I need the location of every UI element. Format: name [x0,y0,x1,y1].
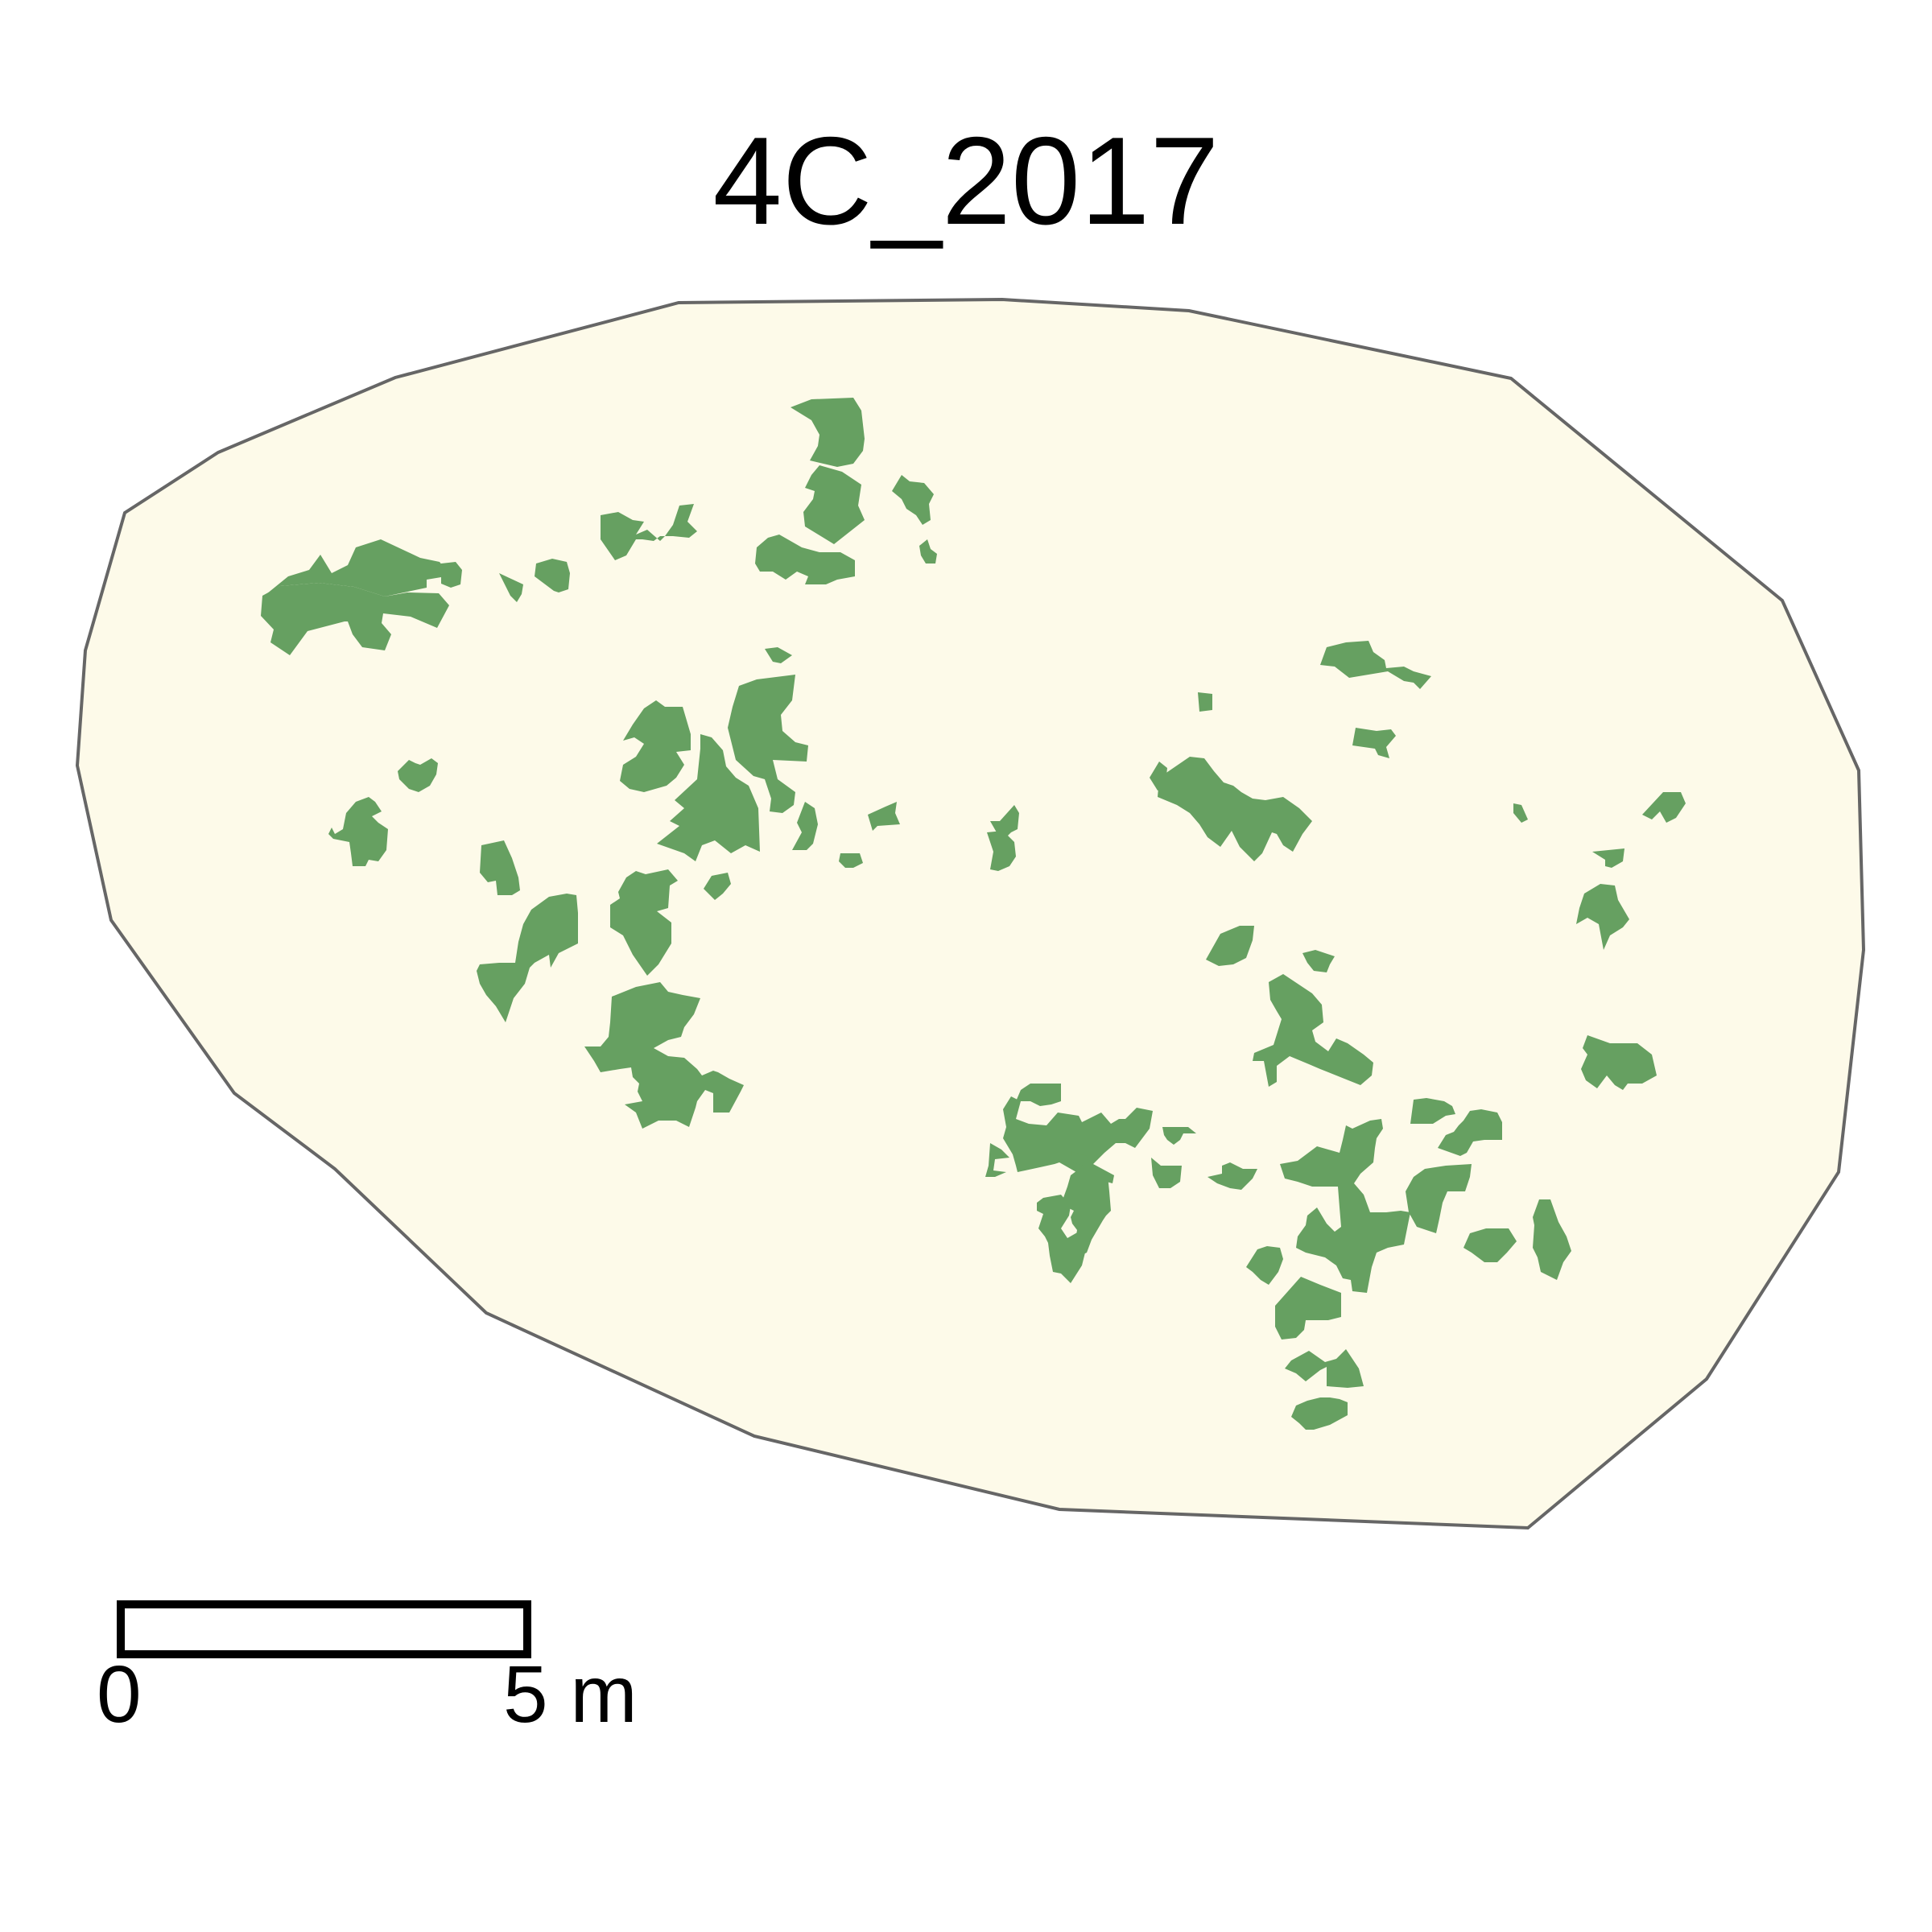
scale-bar-start-label: 0 [97,1649,142,1740]
vegetation-patch [1513,803,1528,823]
vegetation-patch [985,1143,1009,1177]
vegetation-patch [535,559,570,592]
vegetation-patch [1320,641,1431,689]
vegetation-patch [1352,728,1396,758]
vegetation-patch [441,562,462,588]
vegetation-patch [1581,1035,1657,1090]
vegetation-patch [728,675,808,813]
vegetation-patch [1206,926,1254,966]
vegetation-patch [398,758,438,792]
vegetation-patch [1162,1127,1196,1145]
vegetation-patch [499,573,523,602]
vegetation-patch [480,840,520,895]
vegetation-patch [328,797,388,866]
vegetation-patch [1061,1151,1111,1257]
vegetation-patch [1463,1228,1517,1262]
vegetation-patch [262,539,451,597]
vegetation-patch [261,583,449,655]
vegetation-patch [1533,1199,1571,1280]
vegetation-patch [601,504,697,560]
vegetation-patch [1275,1277,1341,1340]
vegetation-patch [610,869,678,976]
vegetation-patch [987,831,1016,871]
vegetation-patch [765,647,792,663]
vegetation-patch [1003,1096,1153,1183]
vegetation-patch [1016,1084,1061,1106]
vegetation-patch [755,535,855,584]
scale-bar [117,1600,531,1658]
vegetation-patch [839,853,863,868]
vegetation-patch [657,734,760,861]
vegetation-patch [584,982,744,1129]
vegetation-patch [792,802,818,850]
vegetation-patch [1198,692,1212,712]
vegetation-patch [919,539,937,564]
vegetation-patch [1285,1349,1364,1388]
vegetation-patch [1406,1164,1472,1233]
vegetation-patch [868,802,900,831]
vegetation-patch [1037,1195,1087,1283]
vegetation-patch [477,894,578,1022]
vegetation-patch [1592,848,1624,868]
vegetation-patch [620,700,691,792]
vegetation-patch [803,465,865,544]
vegetation-patch [1253,974,1373,1087]
vegetation-layer [261,398,1686,1430]
vegetation-patch [1576,884,1629,950]
vegetation-patch [1280,1119,1410,1293]
vegetation-patch [1158,757,1312,861]
vegetation-patch [1291,1397,1348,1430]
vegetation-patch [1302,950,1335,972]
vegetation-patch [892,475,934,525]
vegetation-patch [1246,1246,1283,1285]
vegetation-patch [1642,792,1686,823]
vegetation-patch [791,398,865,467]
vegetation-patch [990,805,1019,839]
scale-bar-end-label: 5 m [503,1649,638,1740]
vegetation-patch [1208,1162,1257,1190]
vegetation-patch [1410,1098,1455,1124]
vegetation-patch [1438,1109,1502,1156]
vegetation-patch [704,873,731,900]
vegetation-patch [1151,1158,1182,1188]
map-title: 4C_2017 [712,111,1220,250]
